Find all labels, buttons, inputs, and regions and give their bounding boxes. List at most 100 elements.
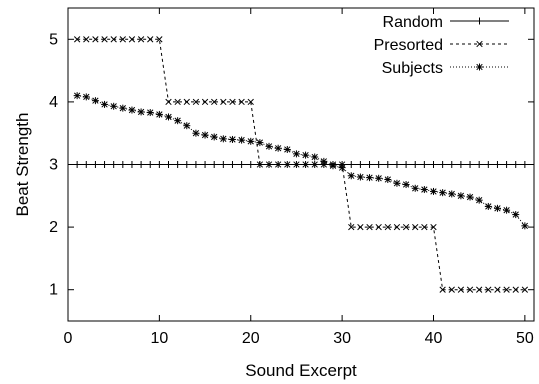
data-point [119,36,126,43]
data-point [284,161,291,168]
data-point [119,161,127,168]
data-point [292,150,300,158]
y-tick-label: 2 [49,219,58,236]
data-point [275,161,282,168]
data-point [384,161,392,168]
data-point [393,161,401,168]
data-point [503,206,511,214]
legend-entry-presorted: Presorted [374,37,509,54]
data-point [219,135,227,143]
data-point [475,161,483,168]
legend-entry-subjects: Subjects [382,60,509,77]
data-point [73,161,81,168]
data-point [429,187,437,195]
y-tick-label: 5 [49,31,58,48]
legend: Random Presorted Subjects [374,14,509,77]
data-point [165,113,173,121]
data-point [201,98,209,106]
data-point [183,98,190,106]
data-point [73,36,81,43]
data-point [91,161,99,168]
data-point [211,98,218,106]
data-point [429,161,437,168]
data-point [384,176,392,184]
data-point [238,136,246,144]
data-point [247,98,254,106]
data-point [128,36,136,43]
data-point [302,151,310,159]
data-point [238,161,246,168]
data-point [92,36,99,43]
data-point [128,106,136,114]
data-point [192,161,200,168]
data-point [457,161,465,168]
data-point [366,174,374,182]
data-point [421,223,428,231]
data-point [512,286,519,293]
series-random [73,161,529,168]
data-point [311,153,319,161]
data-point [183,161,191,168]
y-tick-label: 1 [49,282,58,299]
data-point [238,98,245,106]
data-point [82,161,90,168]
data-point [146,109,154,117]
data-point [457,192,465,200]
data-point [439,286,446,293]
data-point [439,161,447,168]
series-subjects [73,92,529,230]
series-layer [73,36,529,293]
data-point [494,286,501,293]
data-point [147,36,154,43]
data-point [283,145,291,153]
data-point [375,174,383,182]
data-point [192,129,200,137]
legend-marker [476,63,483,71]
legend-entry-random: Random [383,14,509,31]
data-point [146,161,154,168]
data-point [347,161,355,168]
data-point [338,164,346,172]
data-point [192,98,200,106]
data-point [265,161,273,168]
data-point [110,102,118,110]
data-point [420,161,428,168]
data-point [201,161,209,168]
data-point [119,104,127,112]
data-point [357,223,364,231]
data-point [466,161,474,168]
legend-label: Presorted [374,37,443,54]
data-point [128,161,136,168]
data-point [420,186,428,194]
data-point [347,172,355,180]
data-point [137,36,145,43]
x-tick-label: 50 [516,330,534,347]
series-line [77,95,526,227]
data-point [475,196,483,204]
data-point [110,36,117,43]
x-tick-label: 40 [425,330,443,347]
data-point [448,286,455,293]
data-point [101,161,109,168]
data-point [274,144,282,152]
data-point [411,184,419,192]
legend-marker [476,17,483,25]
axes: 0 10 20 30 40 50 1 2 3 4 5 [49,7,535,347]
data-point [366,161,374,168]
data-point [402,181,410,189]
data-point [82,93,90,101]
data-point [174,117,182,125]
data-point [174,98,181,106]
data-point [247,137,255,145]
data-point [228,135,236,143]
data-point [174,161,182,168]
x-tick-label: 0 [64,330,73,347]
series-presorted [73,36,529,293]
data-point [393,179,401,187]
data-point [83,36,90,43]
series-line [77,38,525,291]
data-point [375,161,383,168]
data-point [356,173,364,181]
data-point [219,161,227,168]
